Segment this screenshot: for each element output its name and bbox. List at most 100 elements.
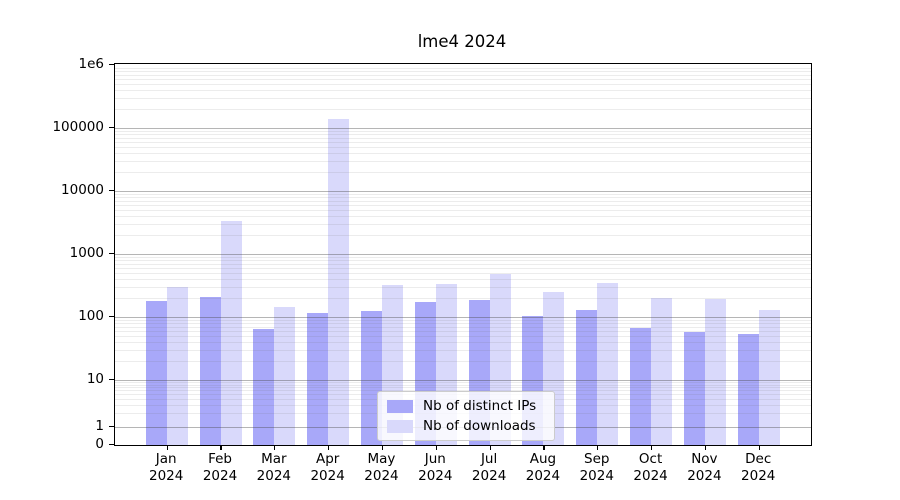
gridline-minor: [115, 160, 811, 162]
gridline-minor: [115, 256, 811, 258]
y-tick-mark: [109, 63, 114, 65]
gridline-major: [115, 128, 811, 129]
bar-downloads-nov: [704, 298, 726, 445]
y-tick-label-1000: 1000: [69, 245, 104, 261]
x-tick-mark: [758, 445, 760, 450]
x-tick-label-jan: Jan 2024: [149, 451, 184, 484]
x-tick-label-apr: Apr 2024: [310, 451, 345, 484]
legend-label-distinct-ips: Nb of distinct IPs: [423, 398, 537, 414]
gridline-minor: [115, 67, 811, 69]
gridline-minor: [115, 172, 811, 174]
gridline-minor: [115, 193, 811, 195]
x-tick-mark: [220, 445, 222, 450]
gridline-minor: [115, 319, 811, 321]
y-tick-label-100: 100: [78, 308, 104, 324]
bar-downloads-apr: [328, 118, 350, 445]
gridline-minor: [115, 71, 811, 73]
gridline-minor: [115, 83, 811, 85]
bar-downloads-dec: [758, 309, 780, 445]
gridline-minor: [115, 390, 811, 392]
gridline-major: [115, 380, 811, 381]
x-tick-mark: [597, 445, 599, 450]
gridline-minor: [115, 90, 811, 92]
y-tick-label-10: 10: [86, 371, 104, 387]
gridline-minor: [115, 342, 811, 344]
y-tick-label-1: 1: [95, 418, 104, 434]
legend-item-downloads: Nb of downloads: [387, 418, 545, 434]
gridline-minor: [115, 153, 811, 155]
y-tick-label-10000: 10000: [61, 182, 104, 198]
y-tick-mark: [109, 315, 114, 317]
bar-downloads-sep: [597, 282, 619, 445]
x-tick-mark: [381, 445, 384, 450]
bar-distinct-ips-nov: [683, 331, 705, 445]
x-tick-mark: [650, 445, 653, 450]
bar-distinct-ips-may: [360, 310, 382, 445]
y-tick-label-100000: 100000: [52, 119, 104, 135]
y-tick-label-0: 0: [95, 436, 104, 452]
gridline-minor: [115, 197, 811, 199]
gridline-minor: [115, 109, 811, 111]
x-tick-mark: [166, 445, 168, 450]
x-tick-mark: [543, 445, 545, 450]
legend-item-distinct-ips: Nb of distinct IPs: [387, 398, 545, 414]
x-tick-label-oct: Oct 2024: [633, 451, 668, 484]
gridline-major: [115, 254, 811, 255]
bar-distinct-ips-jan: [145, 300, 167, 445]
bar-distinct-ips-mar: [253, 328, 275, 445]
y-tick-mark: [109, 378, 114, 380]
y-tick-mark: [109, 126, 114, 128]
x-tick-label-may: May 2024: [364, 451, 399, 484]
x-tick-label-aug: Aug 2024: [525, 451, 561, 484]
y-tick-mark: [109, 443, 114, 445]
gridline-minor: [115, 361, 811, 363]
gridline-minor: [115, 330, 811, 332]
gridline-minor: [115, 78, 811, 80]
x-tick-mark: [704, 445, 706, 450]
bar-distinct-ips-dec: [737, 333, 759, 445]
gridline-minor: [115, 141, 811, 143]
gridline-minor: [115, 260, 811, 262]
gridline-minor: [115, 286, 811, 288]
gridline-minor: [115, 130, 811, 132]
gridline-minor: [115, 384, 811, 386]
bar-downloads-feb: [220, 220, 242, 445]
gridline-minor: [115, 387, 811, 389]
gridline-minor: [115, 335, 811, 337]
gridline-minor: [115, 279, 811, 281]
x-tick-mark: [328, 445, 330, 450]
gridline-minor: [115, 382, 811, 384]
gridline-minor: [115, 74, 811, 76]
bar-distinct-ips-sep: [576, 309, 598, 445]
legend-swatch-downloads: [387, 419, 413, 433]
x-tick-label-mar: Mar 2024: [256, 451, 291, 484]
gridline-major: [115, 317, 811, 318]
y-tick-label-1e6: 1e6: [78, 56, 104, 72]
legend-swatch-distinct-ips: [387, 399, 413, 413]
bar-distinct-ips-apr: [307, 313, 329, 445]
bar-downloads-jan: [166, 286, 188, 445]
gridline-minor: [115, 134, 811, 136]
gridline-minor: [115, 235, 811, 237]
gridline-minor: [115, 272, 811, 274]
x-tick-label-jul: Jul 2024: [471, 451, 507, 484]
gridline-minor: [115, 326, 811, 328]
gridline-minor: [115, 263, 811, 265]
bar-downloads-mar: [274, 306, 296, 445]
x-tick-mark: [489, 445, 491, 450]
x-tick-label-feb: Feb 2024: [202, 451, 238, 484]
gridline-minor: [115, 267, 811, 269]
bar-distinct-ips-oct: [630, 327, 652, 445]
gridline-minor: [115, 209, 811, 211]
gridline-minor: [115, 298, 811, 300]
gridline-minor: [115, 137, 811, 139]
chart-title: lme4 2024: [417, 32, 507, 51]
gridline-minor: [115, 349, 811, 351]
legend: Nb of distinct IPs Nb of downloads: [377, 391, 555, 441]
y-tick-mark: [109, 252, 114, 254]
bar-distinct-ips-feb: [199, 296, 221, 445]
y-tick-mark: [109, 425, 114, 427]
x-tick-label-dec: Dec 2024: [741, 451, 776, 484]
x-tick-mark: [435, 445, 437, 450]
